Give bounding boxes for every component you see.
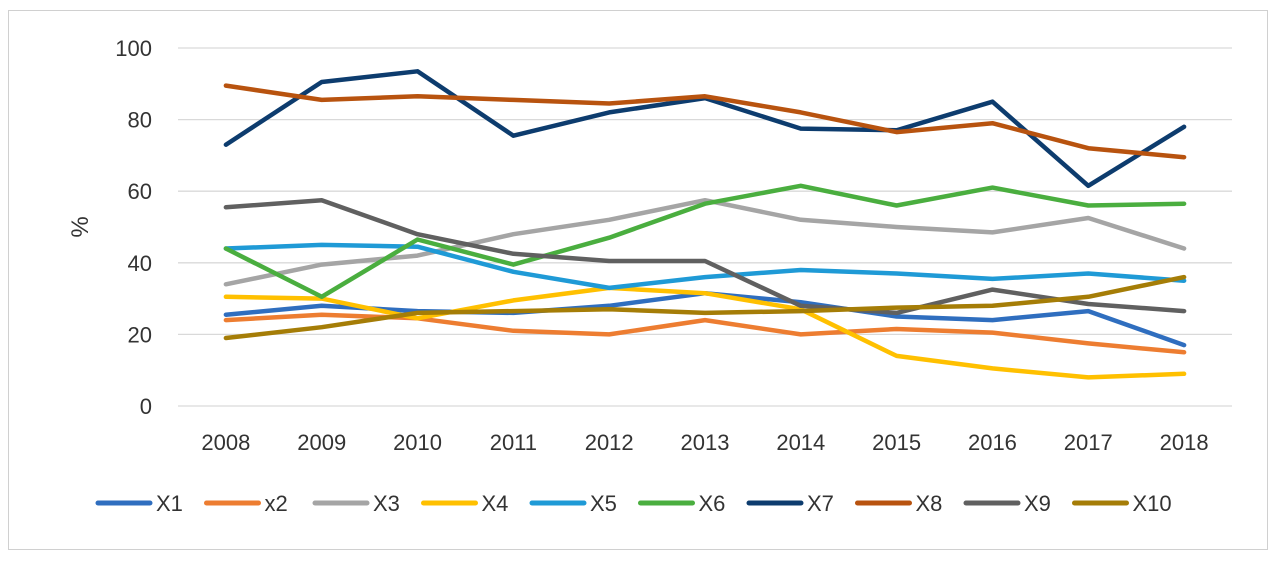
legend-label: X6 [699, 491, 726, 516]
series-line-x8 [223, 83, 1187, 160]
x-tick-label: 2012 [585, 430, 634, 455]
legend-label: X5 [590, 491, 617, 516]
series-line-x6 [223, 183, 1187, 300]
y-tick-label: 100 [115, 36, 152, 61]
x-tick-label: 2013 [681, 430, 730, 455]
legend-label: X4 [482, 491, 509, 516]
y-tick-label: 40 [128, 251, 152, 276]
y-axis-label: % [67, 216, 94, 237]
series-line-x4 [223, 285, 1187, 380]
y-tick-label: 60 [128, 179, 152, 204]
legend: X1 x2 X3 X4 X5 X6 X7 X8 X9 X10 [95, 491, 1172, 516]
legend-label: X1 [156, 491, 183, 516]
series-line-x7 [223, 69, 1187, 189]
y-tick-label: 0 [140, 394, 152, 419]
legend-label: X9 [1024, 491, 1051, 516]
series-line-x10 [223, 274, 1187, 341]
x-tick-label: 2014 [776, 430, 825, 455]
y-axis-ticks: 0 20 40 60 80 100 [115, 36, 152, 419]
series-lines [223, 69, 1187, 380]
gridlines [178, 47, 1232, 407]
x-tick-label: 2010 [393, 430, 442, 455]
x-tick-label: 2008 [201, 430, 250, 455]
legend-label: x2 [265, 491, 288, 516]
legend-label: X7 [807, 491, 834, 516]
x-tick-label: 2015 [872, 430, 921, 455]
series-line-x9 [223, 197, 1187, 316]
series-line-x3 [223, 197, 1187, 287]
legend-label: X3 [373, 491, 400, 516]
series-line-x5 [223, 242, 1187, 291]
x-tick-label: 2018 [1160, 430, 1209, 455]
legend-label: X10 [1133, 491, 1172, 516]
x-tick-label: 2017 [1064, 430, 1113, 455]
legend-label: X8 [916, 491, 943, 516]
x-tick-label: 2011 [490, 430, 537, 455]
x-axis-ticks: 2008 2009 2010 2011 2012 2013 2014 2015 2016 2017… [201, 430, 1208, 455]
y-tick-label: 80 [128, 108, 152, 133]
y-tick-label: 20 [128, 322, 152, 347]
x-tick-label: 2016 [968, 430, 1017, 455]
x-tick-label: 2009 [297, 430, 346, 455]
